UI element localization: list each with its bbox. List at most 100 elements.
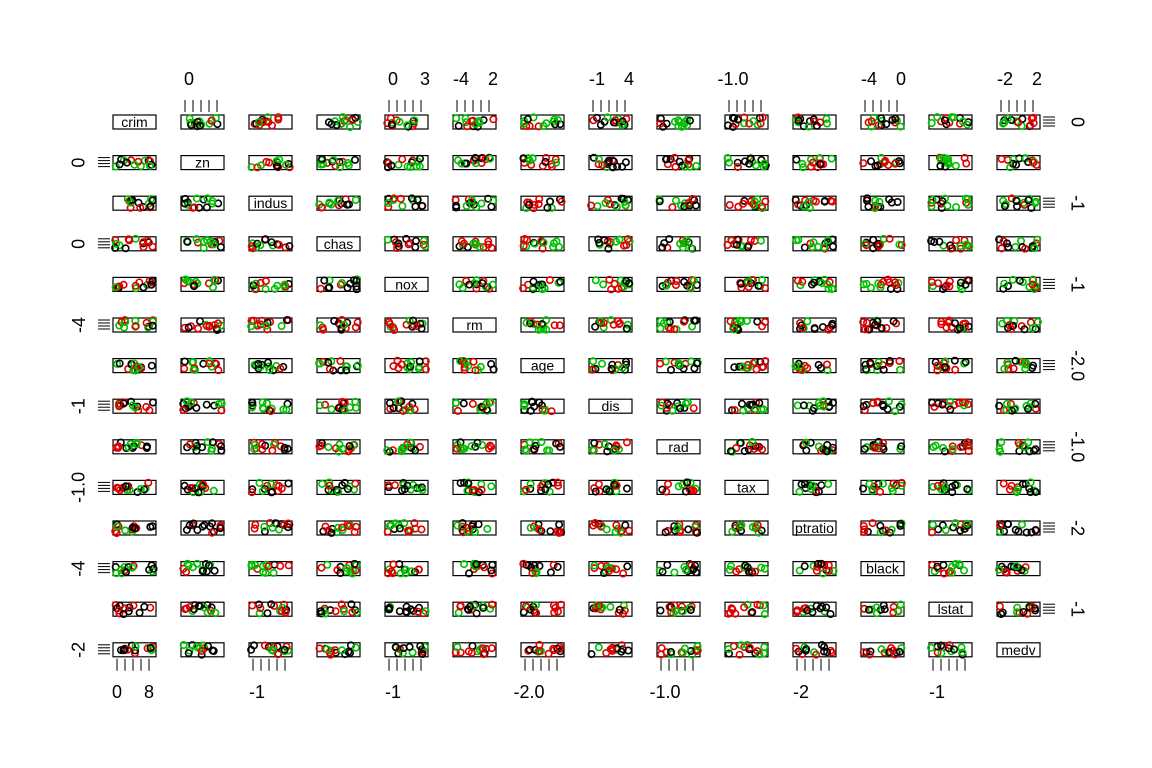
data-point	[339, 399, 348, 408]
scatter-panel-age-vs-nox	[384, 356, 430, 374]
data-point	[886, 284, 895, 293]
scatter-panel-dis-vs-tax	[724, 398, 769, 415]
scatter-panel-chas-vs-age	[519, 235, 565, 253]
data-point	[591, 322, 600, 331]
data-point	[875, 197, 884, 206]
data-point	[477, 154, 486, 163]
data-point	[944, 568, 953, 577]
scatter-panel-age-vs-chas	[315, 357, 362, 375]
data-point	[146, 643, 155, 652]
scatter-panel-nox-vs-lstat	[927, 276, 973, 294]
data-point	[1000, 527, 1009, 536]
scatter-panel-age-vs-crim	[112, 358, 157, 375]
data-point	[658, 485, 667, 494]
data-point	[895, 647, 904, 656]
scatter-panel-tax-vs-ptratio	[792, 479, 837, 497]
data-point	[723, 154, 732, 163]
scatter-panel-rm-vs-chas	[316, 316, 362, 334]
diagonal-panel-zn: zn	[180, 155, 225, 171]
data-point	[861, 239, 870, 248]
data-point	[414, 565, 423, 574]
data-point	[759, 162, 768, 171]
data-point	[199, 566, 208, 575]
data-point	[351, 323, 360, 332]
data-point	[996, 447, 1005, 456]
data-point	[820, 197, 829, 206]
data-point	[1029, 361, 1038, 370]
data-point	[955, 324, 964, 333]
data-point	[759, 362, 768, 371]
data-point	[552, 158, 561, 167]
data-point	[277, 606, 286, 615]
data-point	[248, 403, 257, 412]
scatter-panel-indus-vs-nox	[384, 194, 429, 211]
data-point	[963, 438, 972, 447]
data-point	[868, 486, 877, 495]
data-point	[736, 521, 745, 530]
data-point	[209, 240, 218, 249]
data-point	[480, 563, 489, 572]
data-point	[600, 440, 609, 449]
panel-frame	[860, 560, 905, 577]
data-point	[1007, 116, 1016, 125]
data-point	[955, 560, 964, 569]
data-point	[1020, 200, 1029, 209]
data-point	[808, 608, 817, 617]
data-point	[861, 325, 870, 334]
data-point	[888, 116, 897, 125]
data-point	[131, 322, 140, 331]
data-point	[605, 487, 614, 496]
data-point	[317, 154, 326, 163]
data-point	[607, 285, 616, 294]
data-point	[1031, 399, 1040, 408]
data-point	[416, 641, 425, 650]
data-point	[267, 488, 276, 497]
data-point	[736, 641, 745, 650]
data-point	[526, 319, 535, 328]
scatter-panel-zn-vs-indus	[247, 155, 294, 172]
data-point	[551, 120, 560, 129]
data-point	[800, 243, 809, 252]
data-point	[743, 277, 752, 286]
scatter-panel-chas-vs-crim	[111, 234, 157, 253]
scatter-panel-ptratio-vs-medv	[995, 519, 1041, 537]
data-point	[549, 646, 558, 655]
scatter-panel-indus-vs-dis	[587, 194, 633, 211]
scatter-panel-tax-vs-rm	[452, 478, 497, 497]
data-point	[680, 162, 689, 171]
scatter-panel-black-vs-rad	[655, 560, 701, 577]
data-point	[587, 650, 596, 659]
data-point	[203, 608, 212, 617]
data-point	[487, 600, 496, 609]
data-point	[1017, 566, 1026, 575]
data-point	[523, 115, 532, 124]
data-point	[258, 562, 267, 571]
scatter-panel-indus-vs-rad	[655, 194, 701, 212]
scatter-panel-rm-vs-medv	[996, 316, 1042, 334]
data-point	[619, 241, 628, 250]
data-point	[927, 119, 936, 128]
data-point	[1032, 197, 1041, 206]
data-point	[950, 319, 959, 328]
data-point	[807, 280, 816, 289]
data-point	[411, 446, 420, 455]
data-point	[964, 441, 973, 450]
data-point	[689, 276, 698, 285]
data-point	[250, 440, 259, 449]
data-point	[205, 359, 214, 368]
data-point	[957, 643, 966, 652]
tick-label: 3	[420, 69, 430, 89]
scatter-panel-lstat-vs-dis	[588, 601, 633, 618]
scatter-panel-chas-vs-nox	[383, 234, 430, 253]
data-point	[391, 643, 400, 652]
data-point	[469, 239, 478, 248]
data-point	[615, 605, 624, 614]
data-point	[417, 202, 426, 211]
data-point	[730, 114, 739, 123]
data-point	[248, 244, 257, 253]
data-point	[421, 607, 430, 616]
data-point	[822, 114, 831, 123]
panel-frame	[452, 317, 497, 333]
data-point	[545, 197, 554, 206]
data-point	[874, 358, 883, 367]
